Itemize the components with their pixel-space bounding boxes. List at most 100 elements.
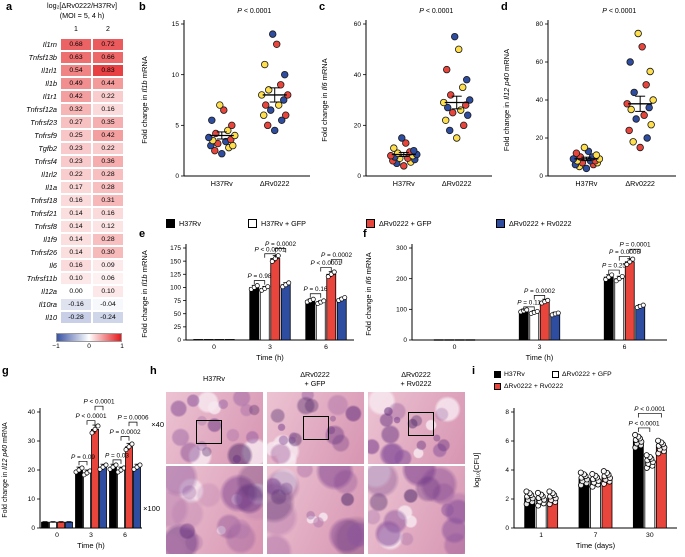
heatmap-cell: 0.16 — [60, 259, 92, 272]
data-point — [634, 29, 642, 38]
heatmap-cell: 0.49 — [60, 77, 92, 90]
data-point — [640, 111, 648, 119]
p-bracket — [637, 427, 651, 432]
panel-c-plot: 0 20 40 60 H37Rv ΔRv0222 P < 0.0001 — [354, 8, 492, 188]
data-point — [629, 138, 637, 146]
bar-dot — [254, 283, 260, 289]
y-tick-label: 4 — [505, 467, 509, 474]
legend-swatch — [494, 370, 501, 378]
data-point — [459, 83, 467, 92]
x-axis-title: Time (h) — [526, 353, 554, 362]
y-tick-label: 75 — [174, 298, 182, 305]
data-point — [630, 88, 638, 97]
heatmap-cell: 0.14 — [60, 246, 92, 259]
cfu-dot — [643, 452, 650, 459]
y-tick-label: 0 — [177, 337, 181, 344]
bar-dot — [619, 274, 625, 279]
heatmap-gene-label: Il1rl2 — [41, 170, 57, 179]
bar-dot — [331, 269, 337, 275]
bar — [644, 460, 656, 529]
data-point — [442, 116, 450, 124]
p-annotation: P = 0.03 — [105, 452, 129, 459]
bar-dot — [269, 258, 275, 264]
data-point — [572, 149, 581, 157]
bar-dot — [630, 256, 636, 262]
p-annotation: P = 0.0006 — [609, 249, 641, 256]
heatmap-gene-label: Il10ra — [38, 300, 57, 309]
heatmap-title: log₂[ΔRv0222/H37Rv] — [47, 1, 117, 10]
panel-i-plot: 0 2 4 6 8 1 7 30 P < 0.0001 P < 0.0001 Time (days) — [505, 406, 677, 550]
heatmap-gene-label: Tgfb2 — [38, 144, 57, 153]
bar-dot — [126, 444, 132, 450]
heatmap-cell: 0.83 — [92, 64, 124, 77]
p-annotation: P = 0.0002 — [109, 429, 141, 436]
bar — [193, 339, 204, 341]
bar — [259, 288, 270, 341]
heatmap-cell: 0.10 — [92, 285, 124, 298]
x-tick-label: 30 — [646, 532, 654, 539]
heatmap-gene-label: Il1r1 — [42, 92, 57, 101]
panel-letter-d: d — [501, 1, 508, 13]
legend-item-2: ΔRv0222 + GFP — [366, 217, 432, 229]
bar-dot — [275, 253, 281, 259]
bar-dot — [129, 441, 135, 447]
heatmap-cell: 0.30 — [92, 246, 124, 259]
inset-box — [303, 416, 329, 440]
histology-image — [368, 392, 465, 464]
cfu-legend-item-1: ΔRv0222 + GFP — [552, 369, 612, 379]
p-bracket — [120, 436, 130, 441]
y-tick-label: 30 — [28, 438, 36, 445]
x-tick-label: 3 — [89, 532, 93, 539]
y-tick-label: 10 — [28, 496, 36, 503]
data-point — [449, 108, 457, 117]
inset-box — [408, 412, 434, 436]
p-bracket — [523, 306, 535, 311]
heatmap-cell: 0.14 — [60, 233, 92, 246]
cfu-legend-item-0: H37Rv — [494, 369, 525, 379]
histology-image — [267, 466, 364, 554]
heatmap-gene-label: Tnfrsf4 — [34, 157, 57, 166]
bar — [117, 469, 125, 529]
heatmap-cell: 0.17 — [60, 181, 92, 194]
cfu-legend-item-2: ΔRv0222 + Rv0222 — [494, 381, 563, 391]
bar — [550, 313, 561, 341]
heatmap-gene-label: Il10 — [45, 313, 57, 322]
bar — [91, 429, 99, 529]
bar — [57, 521, 65, 529]
data-point — [642, 81, 650, 89]
p-bracket — [330, 259, 343, 264]
y-tick-label: 100 — [396, 307, 407, 314]
cfu-dot — [523, 488, 530, 495]
data-point — [643, 134, 651, 142]
data-point — [592, 151, 601, 159]
bar-dot — [137, 462, 143, 468]
data-point — [444, 103, 452, 112]
x-group-label: ΔRv0222 — [260, 179, 290, 188]
heatmap-gene-label: Tnfrsf8 — [34, 222, 57, 231]
bar-dot — [545, 297, 551, 303]
p-annotation: P = 0.0001 — [619, 242, 651, 249]
y-tick-label: 2 — [505, 496, 509, 503]
heatmap-cell: -0.16 — [60, 298, 92, 311]
heatmap-cell: 0.16 — [92, 103, 124, 116]
heatmap-cell: 0.23 — [60, 142, 92, 155]
heatmap-scale-label: 0 — [87, 343, 91, 350]
data-point — [281, 70, 289, 79]
y-tick-label: 5 — [175, 123, 179, 130]
histology-image — [267, 392, 364, 464]
bar — [99, 466, 107, 529]
data-point — [580, 143, 589, 152]
heatmap-cell: 0.16 — [60, 194, 92, 207]
data-point — [638, 43, 646, 51]
legend-swatch — [366, 218, 375, 228]
heatmap-cell: 0.31 — [92, 194, 124, 207]
heatmap-col-header: 2 — [106, 26, 110, 33]
heatmap-cell: 0.12 — [92, 220, 124, 233]
heatmap-cell: 0.09 — [92, 259, 124, 272]
p-bracket — [112, 459, 122, 464]
legend-item-3: ΔRv0222 + Rv0222 — [496, 217, 572, 229]
heatmap-cell: 0.28 — [92, 233, 124, 246]
x-axis-title: Time (h) — [77, 541, 105, 550]
heatmap-cell: 0.66 — [92, 51, 124, 64]
